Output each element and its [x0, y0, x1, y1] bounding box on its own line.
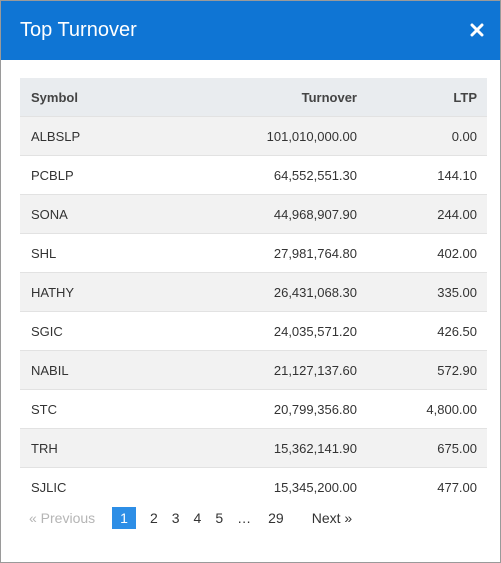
modal-header: Top Turnover — [1, 1, 500, 60]
table-row: PCBLP 64,552,551.30 144.10 — [20, 155, 487, 195]
cell-turnover: 101,010,000.00 — [191, 116, 357, 156]
pagination-page-last[interactable]: 29 — [268, 510, 284, 526]
pagination-page-1[interactable]: 1 — [112, 507, 136, 529]
cell-symbol: STC — [20, 389, 191, 429]
modal-title: Top Turnover — [20, 19, 137, 41]
pagination-page-2[interactable]: 2 — [149, 510, 158, 526]
cell-symbol: ALBSLP — [20, 116, 191, 156]
cell-turnover: 21,127,137.60 — [191, 350, 357, 390]
cell-ltp: 335.00 — [357, 272, 487, 312]
cell-symbol: SHL — [20, 233, 191, 273]
turnover-table-container: Symbol Turnover LTP ALBSLP 101,010,000.0… — [20, 78, 487, 506]
table-row: SHL 27,981,764.80 402.00 — [20, 233, 487, 273]
pagination-page-3[interactable]: 3 — [171, 510, 180, 526]
cell-symbol: SJLIC — [20, 467, 191, 506]
pagination-previous[interactable]: « Previous — [29, 510, 96, 526]
column-header-ltp[interactable]: LTP — [453, 89, 477, 105]
cell-turnover: 20,799,356.80 — [191, 389, 357, 429]
cell-turnover: 15,362,141.90 — [191, 428, 357, 468]
cell-ltp: 144.10 — [357, 155, 487, 195]
cell-symbol: SONA — [20, 194, 191, 234]
cell-symbol: PCBLP — [20, 155, 191, 195]
cell-ltp: 426.50 — [357, 311, 487, 351]
table-row: ALBSLP 101,010,000.00 0.00 — [20, 116, 487, 156]
cell-turnover: 26,431,068.30 — [191, 272, 357, 312]
table-header-row: Symbol Turnover LTP — [20, 78, 487, 117]
cell-turnover: 24,035,571.20 — [191, 311, 357, 351]
table-row: TRH 15,362,141.90 675.00 — [20, 428, 487, 468]
pagination-ellipsis: … — [237, 510, 252, 526]
cell-ltp: 572.90 — [357, 350, 487, 390]
pagination-next[interactable]: Next » — [311, 510, 353, 526]
table-row: SGIC 24,035,571.20 426.50 — [20, 311, 487, 351]
cell-turnover: 64,552,551.30 — [191, 155, 357, 195]
cell-ltp: 675.00 — [357, 428, 487, 468]
table-row: HATHY 26,431,068.30 335.00 — [20, 272, 487, 312]
close-button[interactable] — [466, 19, 488, 41]
cell-turnover: 27,981,764.80 — [191, 233, 357, 273]
cell-symbol: TRH — [20, 428, 191, 468]
cell-symbol: NABIL — [20, 350, 191, 390]
pagination-page-5[interactable]: 5 — [215, 510, 224, 526]
column-header-turnover[interactable]: Turnover — [301, 89, 357, 105]
cell-turnover: 44,968,907.90 — [191, 194, 357, 234]
cell-symbol: SGIC — [20, 311, 191, 351]
cell-ltp: 0.00 — [357, 116, 487, 156]
table-row: STC 20,799,356.80 4,800.00 — [20, 389, 487, 429]
table-row: NABIL 21,127,137.60 572.90 — [20, 350, 487, 390]
table-row: SJLIC 15,345,200.00 477.00 — [20, 467, 487, 506]
table-row: SONA 44,968,907.90 244.00 — [20, 194, 487, 234]
pagination-page-4[interactable]: 4 — [193, 510, 202, 526]
cell-symbol: HATHY — [20, 272, 191, 312]
pagination: « Previous 1 2 3 4 5 … 29 Next » — [29, 506, 359, 530]
cell-ltp: 244.00 — [357, 194, 487, 234]
cell-ltp: 4,800.00 — [357, 389, 487, 429]
column-header-symbol[interactable]: Symbol — [31, 89, 78, 105]
cell-ltp: 477.00 — [357, 467, 487, 506]
cell-ltp: 402.00 — [357, 233, 487, 273]
close-icon — [470, 23, 484, 37]
cell-turnover: 15,345,200.00 — [191, 467, 357, 506]
turnover-table: Symbol Turnover LTP ALBSLP 101,010,000.0… — [20, 78, 487, 506]
